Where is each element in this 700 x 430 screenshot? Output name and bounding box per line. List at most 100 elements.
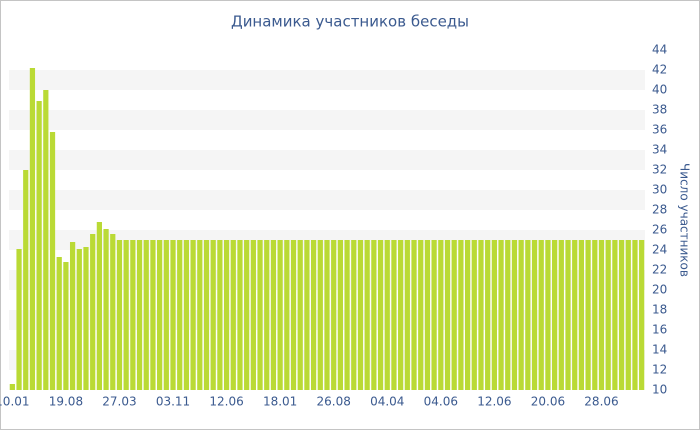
bar <box>237 240 243 390</box>
y-tick-label: 30 <box>652 183 667 197</box>
bar <box>177 240 183 390</box>
bar <box>210 240 216 390</box>
y-axis-label: Число участников <box>678 163 692 277</box>
bar <box>605 240 611 390</box>
x-tick-label: 10.01 <box>0 395 30 409</box>
x-tick-label: 28.06 <box>584 395 618 409</box>
bar <box>598 240 605 390</box>
bar <box>290 240 297 390</box>
y-tick-label: 44 <box>652 43 667 57</box>
bar <box>223 240 230 390</box>
bar <box>136 240 143 390</box>
bar <box>170 240 176 390</box>
bar <box>23 170 29 390</box>
y-tick-label: 40 <box>652 83 667 97</box>
bar <box>618 240 625 390</box>
bar <box>284 240 290 390</box>
y-tick-label: 32 <box>652 163 667 177</box>
bar <box>250 240 256 390</box>
bar <box>130 240 136 390</box>
bar <box>578 240 585 390</box>
bar <box>63 262 69 390</box>
bar <box>69 242 76 390</box>
bar <box>83 247 89 390</box>
bar <box>317 240 323 390</box>
bar <box>478 240 484 390</box>
y-tick-label: 28 <box>652 203 667 217</box>
y-tick-label: 12 <box>652 363 667 377</box>
bar <box>424 240 431 390</box>
bar <box>625 240 631 390</box>
bar <box>471 240 477 390</box>
bar <box>90 234 96 390</box>
bar <box>123 240 129 390</box>
bar <box>157 240 163 390</box>
bar <box>485 240 491 390</box>
bar <box>518 240 524 390</box>
bar <box>270 240 277 390</box>
bar <box>431 240 437 390</box>
bar <box>344 240 350 390</box>
y-tick-label: 36 <box>652 123 667 137</box>
bar <box>364 240 370 390</box>
bar <box>244 240 250 390</box>
bar <box>264 240 270 390</box>
y-tick-label: 20 <box>652 283 667 297</box>
x-tick-label: 26.08 <box>317 395 351 409</box>
bar <box>43 90 49 390</box>
grid-band <box>9 110 645 130</box>
bar <box>217 240 223 390</box>
y-tick-label: 14 <box>652 343 667 357</box>
bar <box>297 240 303 390</box>
bar <box>56 257 62 390</box>
bar <box>404 240 410 390</box>
bar <box>203 240 210 390</box>
bar <box>197 240 203 390</box>
y-tick-label: 22 <box>652 263 667 277</box>
bar <box>371 240 377 390</box>
bar <box>438 240 444 390</box>
bar <box>257 240 263 390</box>
y-tick-label: 38 <box>652 103 667 117</box>
grid-band <box>9 70 645 90</box>
bar <box>565 240 571 390</box>
bar <box>464 240 471 390</box>
bar <box>498 240 504 390</box>
bar <box>143 240 149 390</box>
bar <box>76 249 82 390</box>
bar <box>552 240 558 390</box>
grid-band <box>9 190 645 210</box>
bar <box>458 240 464 390</box>
y-tick-label: 10 <box>652 383 667 397</box>
bar <box>331 240 337 390</box>
y-tick-label: 26 <box>652 223 667 237</box>
x-tick-label: 12.06 <box>209 395 243 409</box>
bar <box>451 240 457 390</box>
x-tick-label: 18.01 <box>263 395 297 409</box>
bar <box>572 240 578 390</box>
bar <box>277 240 283 390</box>
bar <box>96 222 102 390</box>
bar <box>36 101 42 390</box>
bar <box>612 240 618 390</box>
bar <box>190 240 196 390</box>
bar <box>444 240 451 390</box>
bar <box>585 240 591 390</box>
x-tick-label: 03.11 <box>156 395 190 409</box>
bar <box>110 234 116 390</box>
bar <box>9 384 15 390</box>
x-tick-label: 04.06 <box>424 395 458 409</box>
x-tick-label: 20.06 <box>531 395 565 409</box>
bar <box>351 240 357 390</box>
bar <box>639 240 645 390</box>
bar <box>525 240 531 390</box>
y-tick-label: 42 <box>652 63 667 77</box>
y-tick-label: 16 <box>652 323 667 337</box>
bar <box>163 240 169 390</box>
bar <box>116 240 123 390</box>
bar <box>592 240 598 390</box>
bar <box>491 240 497 390</box>
grid-band <box>9 150 645 170</box>
bar <box>324 240 330 390</box>
